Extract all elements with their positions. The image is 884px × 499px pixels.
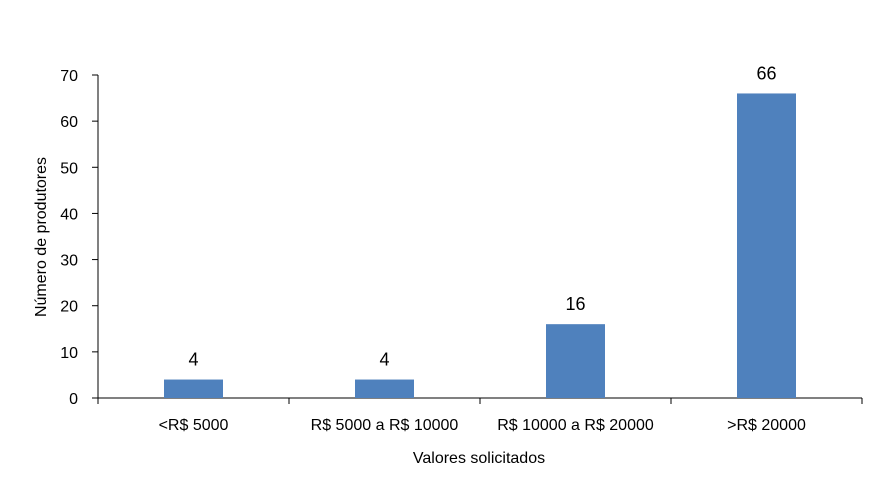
data-labels: 4 4 16 66 <box>188 63 776 369</box>
y-axis: 0 10 20 30 40 50 60 70 <box>60 68 99 408</box>
y-tick-label: 10 <box>60 345 78 362</box>
x-category-label: >R$ 20000 <box>727 417 806 434</box>
bar <box>355 379 414 398</box>
bars <box>164 93 796 398</box>
y-tick-label: 0 <box>69 391 78 408</box>
y-tick-label: 20 <box>60 299 78 316</box>
y-axis-title: Número de produtores <box>33 157 50 317</box>
y-tick-label: 60 <box>60 114 78 131</box>
data-label: 4 <box>188 350 198 370</box>
data-label: 66 <box>756 63 776 83</box>
bar <box>546 324 605 398</box>
y-tick-label: 40 <box>60 206 78 223</box>
bar <box>164 379 223 398</box>
x-category-label: <R$ 5000 <box>159 417 229 434</box>
x-axis-title: Valores solicitados <box>413 450 545 467</box>
data-label: 16 <box>565 294 585 314</box>
x-category-label: R$ 5000 a R$ 10000 <box>311 417 459 434</box>
data-label: 4 <box>379 350 389 370</box>
bar <box>737 93 796 398</box>
x-axis: <R$ 5000 R$ 5000 a R$ 10000 R$ 10000 a R$ … <box>97 397 863 434</box>
y-tick-label: 50 <box>60 160 78 177</box>
y-tick-label: 30 <box>60 253 78 270</box>
y-tick-label: 70 <box>60 68 78 85</box>
x-category-label: R$ 10000 a R$ 20000 <box>497 417 654 434</box>
